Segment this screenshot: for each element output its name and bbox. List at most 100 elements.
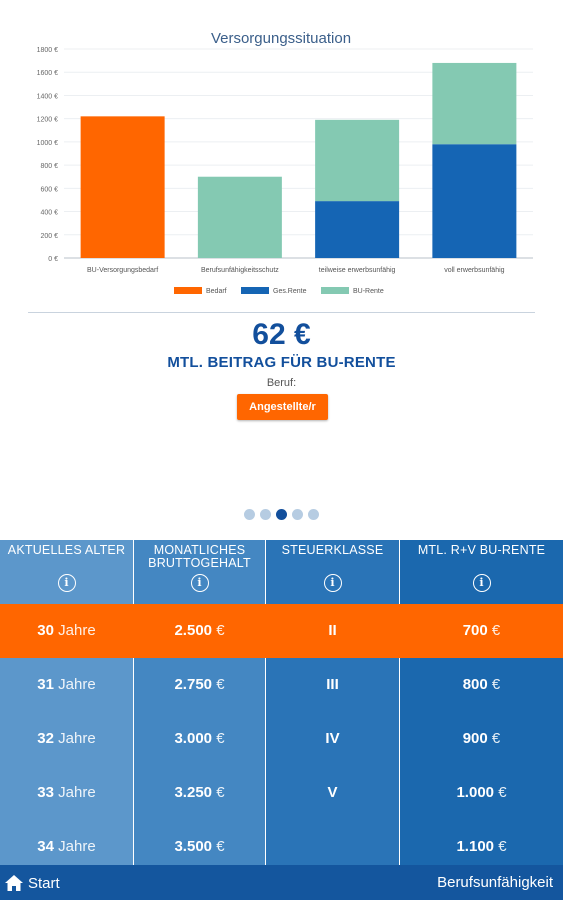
header-age: AKTUELLES ALTER i (0, 540, 133, 604)
versorgung-chart: Versorgungssituation 0 € 200 € 400 € 600 € 80… (0, 0, 563, 305)
salary-cell: 3.250 € (134, 766, 265, 820)
x-tick-label: BU-Versorgungsbedarf (87, 267, 158, 274)
tax-cell-value: V (327, 784, 338, 801)
age-cell: 31 Jahre (0, 658, 133, 712)
header-salary-label-2: BRUTTOGEHALT (148, 556, 251, 570)
beruf-label: Beruf: (266, 377, 297, 389)
x-tick-label: teilweise erwerbsunfähig (319, 267, 396, 274)
info-icon[interactable]: i (190, 574, 209, 592)
rente-cell: 700 € (400, 604, 563, 658)
legend-swatch (174, 287, 202, 294)
page-indicator (0, 509, 563, 520)
rente-cell-unit: € (491, 622, 501, 639)
age-cell-unit: Jahre (58, 676, 96, 693)
age-cell-unit: Jahre (58, 730, 96, 747)
y-tick-label: 1000 € (37, 140, 59, 147)
age-cell-value: 30 (37, 622, 54, 639)
rente-cell-value: 1.000 (456, 784, 495, 801)
home-icon (5, 875, 23, 891)
y-tick-label: 200 € (40, 233, 58, 240)
chart-svg: Versorgungssituation 0 € 200 € 400 € 600 € 80… (37, 30, 533, 295)
header-salary-label: MONATLICHES (153, 543, 246, 557)
rente-cell-value: 700 (462, 622, 488, 639)
age-cell-value: 33 (37, 784, 54, 801)
y-tick-label: 1600 € (37, 70, 59, 77)
info-icon[interactable]: i (472, 574, 491, 592)
salary-cell: 2.750 € (134, 658, 265, 712)
rente-cell-unit: € (498, 838, 507, 855)
price-label: MTL. BEITRAG FÜR BU-RENTE (167, 354, 396, 371)
x-tick-label: voll erwerbsunfähig (444, 267, 504, 274)
y-tick-label: 600 € (40, 186, 58, 193)
header-tax-label: STEUERKLASSE (281, 543, 384, 557)
tax-cell: IV (266, 712, 399, 766)
calculation-table: AKTUELLES ALTER i MONATLICHES BRUTTOGEHAL… (0, 540, 563, 865)
page-dot[interactable] (260, 509, 271, 520)
salary-cell: 3.500 € (134, 820, 265, 874)
start-button[interactable]: Start (4, 872, 60, 894)
header-rente-label: MTL. R+V BU-RENTE (417, 543, 546, 557)
age-cell-unit: Jahre (58, 838, 96, 855)
bar-bu-rente (197, 176, 282, 258)
info-icon[interactable]: i (323, 574, 342, 592)
age-cell: 33 Jahre (0, 766, 133, 820)
salary-cell-value: 3.500 (174, 838, 213, 855)
legend-swatch (321, 287, 349, 294)
beruf-select-button[interactable]: Angestellte/r (237, 394, 328, 420)
salary-cell-unit: € (216, 676, 225, 693)
start-label: Start (28, 874, 60, 892)
header-age-label: AKTUELLES ALTER (7, 543, 126, 557)
info-icon[interactable]: i (57, 574, 76, 592)
table-row[interactable]: 33 Jahre 3.250 € V 1.000 € (0, 766, 563, 820)
rente-cell-unit: € (491, 676, 501, 693)
column-rente: MTL. R+V BU-RENTE i (400, 540, 563, 865)
header-salary: MONATLICHES BRUTTOGEHALT i (134, 540, 265, 604)
bar-bedarf (80, 116, 165, 258)
bar-bu-rente (315, 119, 400, 202)
age-cell-unit: Jahre (58, 622, 96, 639)
rente-cell: 800 € (400, 658, 563, 712)
bar-bu-rente (432, 62, 517, 145)
footer-bar: Start Berufsunfähigkeit (0, 865, 563, 900)
rente-cell-value: 900 (462, 730, 488, 747)
salary-cell: 2.500 € (134, 604, 265, 658)
y-tick-label: 800 € (40, 163, 58, 170)
table-row[interactable]: 30 Jahre 2.500 € II 700 € (0, 604, 563, 658)
salary-cell-value: 2.750 (174, 676, 213, 693)
table-row[interactable]: 31 Jahre 2.750 € III 800 € (0, 658, 563, 712)
legend-swatch (241, 287, 269, 294)
page-dot[interactable] (292, 509, 303, 520)
monthly-price: 62 € (252, 318, 311, 351)
y-tick-label: 1400 € (37, 93, 59, 100)
salary-cell: 3.000 € (134, 712, 265, 766)
legend-label: Bedarf (206, 288, 227, 295)
page-dot[interactable] (308, 509, 319, 520)
age-cell: 32 Jahre (0, 712, 133, 766)
age-cell-unit: Jahre (58, 784, 96, 801)
salary-cell-value: 2.500 (174, 622, 213, 639)
age-cell: 30 Jahre (0, 604, 133, 658)
divider (28, 312, 535, 313)
table-row[interactable]: 32 Jahre 3.000 € IV 900 € (0, 712, 563, 766)
tax-cell: II (266, 604, 399, 658)
column-tax: STEUERKLASSE i (266, 540, 399, 865)
rente-cell: 1.100 € (400, 820, 563, 874)
y-tick-label: 1800 € (37, 47, 59, 54)
rente-cell-unit: € (491, 730, 501, 747)
column-salary: MONATLICHES BRUTTOGEHALT i (134, 540, 265, 865)
salary-cell-value: 3.250 (174, 784, 213, 801)
table-row[interactable]: 34 Jahre 3.500 €1.100 € (0, 820, 563, 874)
bar-ges-rente (315, 201, 400, 258)
rente-cell-value: 1.100 (456, 838, 495, 855)
page-dot[interactable] (244, 509, 255, 520)
salary-cell-value: 3.000 (174, 730, 213, 747)
rente-cell-unit: € (498, 784, 507, 801)
tax-cell-value: II (328, 622, 337, 639)
page-dot[interactable] (276, 509, 287, 520)
footer-title: Berufsunfähigkeit (437, 874, 553, 891)
age-cell: 34 Jahre (0, 820, 133, 874)
salary-cell-unit: € (216, 838, 225, 855)
column-age: AKTUELLES ALTER i (0, 540, 133, 865)
rente-cell: 1.000 € (400, 766, 563, 820)
legend-label: Ges.Rente (273, 288, 307, 295)
